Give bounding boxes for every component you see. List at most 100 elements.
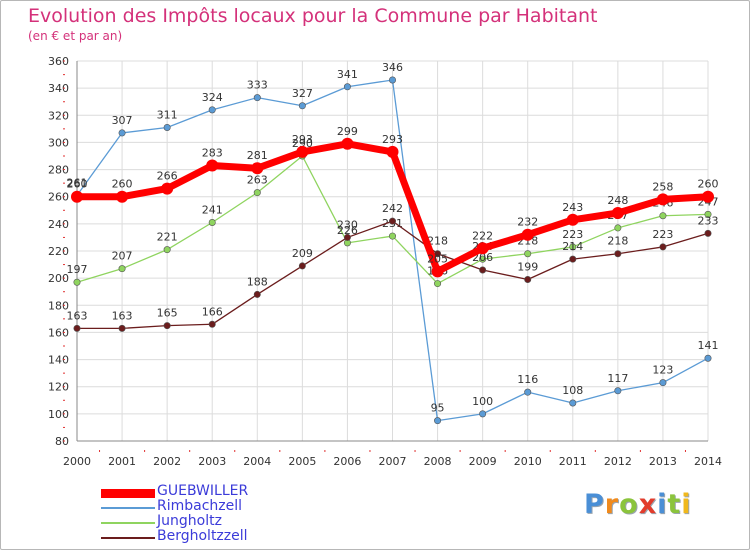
logo-letter: i: [657, 489, 668, 520]
data-point-rimbachzell: [704, 354, 712, 362]
data-point-rimbachzell: [434, 417, 442, 425]
logo-letter: P: [584, 489, 605, 520]
data-label-rimbachzell: 311: [157, 109, 178, 122]
data-label-bergholtzzell: 218: [427, 235, 448, 248]
data-label-jungholtz: 221: [157, 231, 178, 244]
data-label-guebwiller: 258: [652, 180, 673, 193]
data-point-rimbachzell: [479, 410, 487, 418]
data-point-bergholtzzell: [704, 229, 712, 237]
data-label-rimbachzell: 307: [112, 114, 133, 127]
data-label-guebwiller: 243: [562, 201, 583, 214]
legend-item-guebwiller: GUEBWILLER: [101, 483, 321, 500]
data-label-guebwiller: 222: [472, 229, 493, 242]
data-label-rimbachzell: 324: [202, 91, 223, 104]
y-tick-label: 300: [48, 136, 69, 149]
data-point-bergholtzzell: [343, 233, 351, 241]
data-point-bergholtzzell: [569, 255, 577, 263]
legend-swatch-bergholtzzell: [101, 537, 155, 539]
data-point-jungholtz: [208, 219, 216, 227]
data-point-jungholtz: [614, 224, 622, 232]
data-label-rimbachzell: 261: [67, 176, 88, 189]
data-label-guebwiller: 260: [67, 178, 88, 191]
legend-label-guebwiller: GUEBWILLER: [157, 483, 249, 499]
proxiti-logo: Proxiti: [584, 489, 692, 520]
y-tick-label: 180: [48, 299, 69, 312]
logo-letter: o: [619, 489, 639, 520]
data-point-rimbachzell: [298, 102, 306, 110]
data-label-rimbachzell: 117: [607, 372, 628, 385]
data-point-guebwiller: [386, 145, 399, 158]
y-tick-label: 80: [55, 435, 69, 448]
data-point-jungholtz: [434, 280, 442, 288]
y-tick-label: 240: [48, 218, 69, 231]
data-label-jungholtz: 263: [247, 174, 268, 187]
x-tick-label: 2010: [514, 455, 542, 468]
data-point-jungholtz: [388, 232, 396, 240]
data-point-rimbachzell: [614, 387, 622, 395]
y-tick-label: 260: [48, 191, 69, 204]
x-tick-label: 2006: [333, 455, 361, 468]
data-point-bergholtzzell: [479, 266, 487, 274]
data-point-jungholtz: [524, 250, 532, 258]
data-label-jungholtz: 226: [337, 224, 358, 237]
data-point-rimbachzell: [253, 94, 261, 102]
data-label-bergholtzzell: 165: [157, 307, 178, 320]
data-point-bergholtzzell: [163, 322, 171, 330]
data-label-rimbachzell: 100: [472, 395, 493, 408]
x-tick-label: 2012: [604, 455, 632, 468]
legend-item-jungholtz: Jungholtz: [101, 513, 321, 530]
data-label-bergholtzzell: 163: [112, 309, 133, 322]
data-point-bergholtzzell: [659, 243, 667, 251]
data-label-rimbachzell: 341: [337, 68, 358, 81]
data-point-guebwiller: [611, 207, 624, 219]
data-label-guebwiller: 205: [427, 252, 448, 265]
data-point-guebwiller: [521, 228, 534, 241]
data-label-guebwiller: 293: [382, 133, 403, 146]
logo-letter: i: [681, 489, 692, 520]
data-label-guebwiller: 260: [112, 178, 133, 191]
x-tick-label: 2005: [288, 455, 316, 468]
data-point-rimbachzell: [208, 106, 216, 114]
data-label-guebwiller: 293: [292, 133, 313, 146]
data-label-bergholtzzell: 166: [202, 305, 223, 318]
y-tick-label: 200: [48, 272, 69, 285]
data-point-guebwiller: [206, 159, 219, 172]
data-label-guebwiller: 281: [247, 149, 268, 162]
x-tick-label: 2008: [424, 455, 452, 468]
data-label-rimbachzell: 95: [431, 402, 445, 415]
data-point-guebwiller: [566, 213, 579, 226]
data-point-rimbachzell: [118, 129, 126, 137]
legend-label-rimbachzell: Rimbachzell: [157, 498, 243, 514]
data-label-rimbachzell: 333: [247, 79, 268, 92]
data-point-jungholtz: [253, 189, 261, 197]
data-point-jungholtz: [479, 255, 487, 263]
data-point-bergholtzzell: [298, 262, 306, 270]
x-tick-label: 2007: [379, 455, 407, 468]
legend-label-jungholtz: Jungholtz: [157, 513, 222, 529]
x-tick-label: 2014: [694, 455, 722, 468]
y-tick-label: 140: [48, 354, 69, 367]
chart-subtitle: (en € et par an): [28, 29, 123, 43]
legend-item-bergholtzzell: Bergholtzzell: [101, 528, 321, 545]
logo-letter: t: [667, 489, 682, 520]
data-label-rimbachzell: 108: [562, 384, 583, 397]
data-label-bergholtzzell: 218: [607, 235, 628, 248]
data-label-bergholtzzell: 230: [337, 218, 358, 231]
data-point-guebwiller: [251, 162, 264, 175]
data-label-guebwiller: 299: [337, 125, 358, 138]
data-point-rimbachzell: [569, 399, 577, 407]
legend-swatch-guebwiller: [101, 489, 155, 498]
data-label-rimbachzell: 141: [698, 339, 719, 352]
data-point-guebwiller: [702, 190, 714, 203]
data-label-guebwiller: 283: [202, 147, 223, 160]
data-label-bergholtzzell: 199: [517, 261, 538, 274]
data-point-jungholtz: [118, 265, 126, 273]
data-point-guebwiller: [476, 242, 489, 255]
x-tick-label: 2001: [108, 455, 136, 468]
data-point-bergholtzzell: [208, 320, 216, 328]
data-label-jungholtz: 223: [562, 228, 583, 241]
y-tick-label: 280: [48, 164, 69, 177]
x-tick-label: 2013: [649, 455, 677, 468]
data-point-jungholtz: [569, 243, 577, 251]
